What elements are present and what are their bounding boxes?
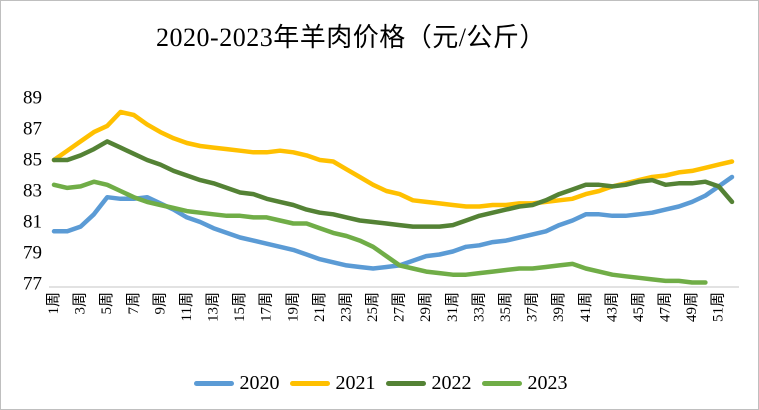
series-line-2022 [51, 139, 735, 229]
x-axis-tick-label: 5周 [98, 292, 115, 315]
legend-line-swatch-2020 [193, 380, 234, 386]
x-axis-tick-label: 1周 [45, 292, 62, 315]
x-axis-tick-label: 9周 [151, 292, 168, 315]
x-axis-tick-label: 51周 [710, 292, 727, 322]
x-axis-tick-label: 41周 [577, 292, 594, 322]
x-axis-tick-label: 43周 [603, 292, 620, 322]
y-axis-tick-label: 77 [23, 274, 42, 295]
x-axis-tick-label: 17周 [258, 292, 275, 322]
legend-item-2020: 2020 [193, 372, 280, 394]
legend-line-swatch-2022 [385, 380, 426, 386]
x-axis-tick-label: 15周 [231, 292, 248, 322]
x-axis-tick-label: 35周 [497, 292, 514, 322]
x-axis-tick-label: 33周 [470, 292, 487, 322]
legend-item-2021: 2021 [289, 372, 376, 394]
y-axis-tick-label: 83 [23, 181, 42, 202]
legend-line-swatch-2021 [289, 380, 330, 386]
x-axis-tick-label: 7周 [125, 292, 142, 315]
x-axis-tick-label: 11周 [178, 292, 195, 321]
y-axis-tick-label: 85 [23, 150, 42, 171]
legend-label-2021: 2021 [335, 372, 376, 394]
x-axis-tick-label: 27周 [391, 292, 408, 322]
chart-title: 2020-2023年羊肉价格（元/公斤） [156, 23, 546, 52]
legend-label-2022: 2022 [431, 372, 472, 394]
y-axis-tick-label: 87 [23, 119, 42, 140]
x-axis-tick-label: 13周 [205, 292, 222, 322]
x-axis-tick-label: 21周 [311, 292, 328, 322]
legend-line-swatch-2023 [481, 380, 522, 386]
legend-item-2022: 2022 [385, 372, 472, 394]
y-axis-tick-label: 79 [23, 243, 42, 264]
x-axis-tick-label: 37周 [524, 292, 541, 322]
x-axis-tick-label: 45周 [630, 292, 647, 322]
x-axis-tick-label: 19周 [284, 292, 301, 322]
legend-label-2020: 2020 [239, 372, 280, 394]
series-line-2023 [51, 179, 708, 285]
y-axis-tick-label: 81 [23, 212, 42, 233]
x-axis-tick-label: 23周 [337, 292, 354, 322]
x-axis-tick-label: 29周 [417, 292, 434, 322]
y-axis-tick-label: 89 [23, 88, 42, 109]
x-axis-tick-label: 25周 [364, 292, 381, 322]
x-axis-tick-label: 3周 [72, 292, 89, 315]
legend-item-2023: 2023 [481, 372, 568, 394]
x-axis-tick-label: 47周 [657, 292, 674, 322]
series-line-2021 [51, 109, 735, 209]
chart-legend: 2020 2021 2022 2023 [1, 372, 758, 394]
x-axis-tick-label: 39周 [550, 292, 567, 322]
x-axis-tick-label: 31周 [444, 292, 461, 322]
legend-label-2023: 2023 [527, 372, 568, 394]
x-axis-tick-label: 49周 [683, 292, 700, 322]
